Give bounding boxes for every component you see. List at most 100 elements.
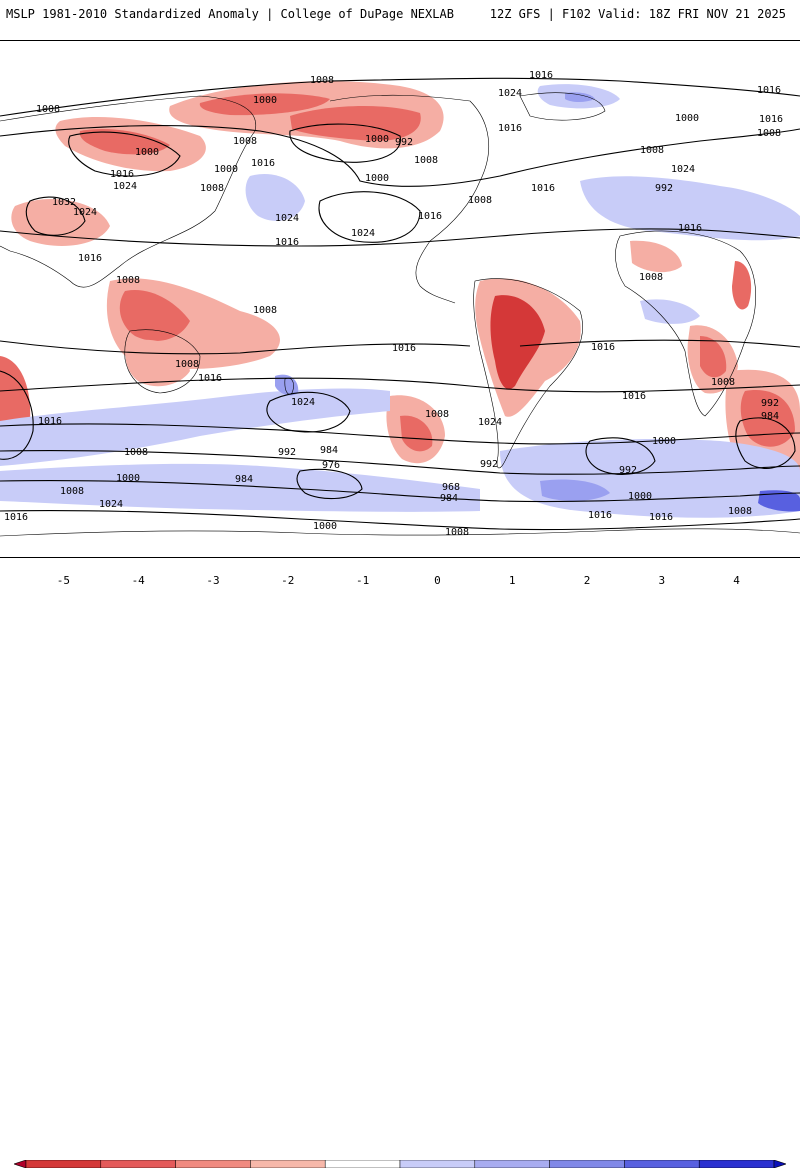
coast-eurasia <box>0 95 257 288</box>
isobar-label: 1016 <box>678 223 702 234</box>
isobar-label: 984 <box>440 493 458 504</box>
isobar-label: 1024 <box>478 417 502 428</box>
isobar-1016-tropic <box>0 340 471 355</box>
isobar-label: 1016 <box>418 211 442 222</box>
isobar-label: 976 <box>322 460 340 471</box>
isobar-label: 1008 <box>425 409 449 420</box>
colorbar-segment <box>698 1160 775 1168</box>
isobar-label: 1016 <box>4 512 28 523</box>
colorbar-segment <box>549 1160 625 1168</box>
coast-south-america <box>473 278 583 469</box>
isobar-label: 984 <box>235 474 253 485</box>
isobar-label: 1008 <box>757 128 781 139</box>
colorbar-segment <box>324 1160 401 1168</box>
isobar-label: 1016 <box>529 70 553 81</box>
colorbar-segment <box>624 1160 700 1168</box>
isobar-label: 984 <box>320 445 338 456</box>
isobar-label: 1016 <box>531 183 555 194</box>
anomaly-arctic-blue-core <box>565 92 595 102</box>
isobar-label: 1016 <box>198 373 222 384</box>
anomaly-maritime-core <box>119 290 190 341</box>
legend-tick-label: -4 <box>131 574 145 587</box>
isobar-label: 1008 <box>640 145 664 156</box>
header: MSLP 1981-2010 Standardized Anomaly | Co… <box>0 0 800 30</box>
isobar-label: 1016 <box>38 416 62 427</box>
isobar-label: 1016 <box>78 253 102 264</box>
coast-africa <box>615 230 756 417</box>
isobar-label: 1032 <box>52 197 76 208</box>
colorbar <box>14 1160 786 1168</box>
colorbar-segment <box>474 1160 550 1168</box>
isobar-label: 1000 <box>253 95 277 106</box>
colorbar-min-arrow <box>14 1160 27 1168</box>
isobar-label: 1000 <box>628 491 652 502</box>
isobar-label: 1008 <box>116 275 140 286</box>
isobar-label: 1016 <box>392 343 416 354</box>
map-title: MSLP 1981-2010 Standardized Anomaly | Co… <box>6 7 454 21</box>
coast-greenland <box>519 92 606 121</box>
isobar-label: 1000 <box>313 521 337 532</box>
isobar-1016-south <box>519 339 800 348</box>
isobar-label: 1016 <box>759 114 783 125</box>
anomaly-southern-blue-2 <box>0 463 480 512</box>
map-canvas: 1008101610081000100010001008100010161008… <box>0 70 800 538</box>
isobar-label: 1016 <box>275 237 299 248</box>
isobar-sw-high <box>0 370 34 460</box>
legend-tick-label: -1 <box>355 574 370 587</box>
isobar-so-5 <box>0 509 800 531</box>
coast-north-america <box>329 94 490 304</box>
anomaly-arctic-core <box>199 93 330 116</box>
anomaly-southern-blue-1 <box>0 388 390 466</box>
isobar-sind-low <box>735 417 796 469</box>
isobar-so-3 <box>0 449 800 475</box>
legend-tick-label: 1 <box>508 574 516 587</box>
anomaly-map: 1008 1016 1008 1000 1000 1000 1008 1000 1016 1008… <box>0 40 800 558</box>
legend-tick-label: 0 <box>434 574 441 587</box>
anomaly-australia-red <box>125 339 190 387</box>
isobar-label: 1016 <box>757 85 781 96</box>
anomaly-antarctic-blue <box>758 490 800 512</box>
anomaly-shading <box>0 81 800 518</box>
colorbar-segment <box>100 1160 176 1168</box>
coast-australia <box>124 329 201 394</box>
colorbar-max-arrow <box>773 1160 786 1168</box>
coastlines <box>0 92 800 537</box>
colorbar-segment <box>175 1160 251 1168</box>
anomaly-npacific-blue <box>245 173 305 221</box>
isobar-north-1 <box>0 77 800 117</box>
isobar-north-2 <box>0 125 800 187</box>
isobar-label: 1016 <box>498 123 522 134</box>
isobar-label: 1008 <box>445 527 469 538</box>
coast-antarctica <box>0 528 800 537</box>
isobar-spac-high <box>266 391 351 433</box>
isobar-label: 1008 <box>310 75 334 86</box>
isobar-label: 1008 <box>468 195 492 206</box>
isobar-label: 1016 <box>110 169 134 180</box>
anomaly-siberia-core <box>79 128 170 155</box>
anomaly-atlantic-blue <box>580 176 800 241</box>
anomaly-india-blue <box>640 299 700 324</box>
isobar-label: 992 <box>480 459 498 470</box>
anomaly-wafrica-red <box>630 240 682 273</box>
legend-tick-label: 2 <box>583 574 591 587</box>
isobar-label: 992 <box>278 447 296 458</box>
isobar-label: 1008 <box>711 377 735 388</box>
isobar-siberia <box>68 131 181 177</box>
isobar-label: 1000 <box>135 147 159 158</box>
isobar-label: 1024 <box>99 499 123 510</box>
isobar-label: 992 <box>619 465 637 476</box>
isobar-label: 1008 <box>639 272 663 283</box>
isobar-label: 1016 <box>649 512 673 523</box>
isobar-npac-high <box>318 191 421 243</box>
isobar-label: 1008 <box>200 183 224 194</box>
isobar-label: 1008 <box>36 104 60 115</box>
isobars <box>0 77 800 531</box>
legend-tick-label: -5 <box>56 574 71 587</box>
isobar-label: 1008 <box>60 486 84 497</box>
colorbar-segment <box>399 1160 476 1168</box>
isobar-label: 1000 <box>116 473 140 484</box>
isobar-label: 1016 <box>622 391 646 402</box>
legend-tick-label: -2 <box>281 574 295 587</box>
isobar-tibet-high <box>25 196 86 236</box>
isobar-spac-low <box>296 468 363 500</box>
